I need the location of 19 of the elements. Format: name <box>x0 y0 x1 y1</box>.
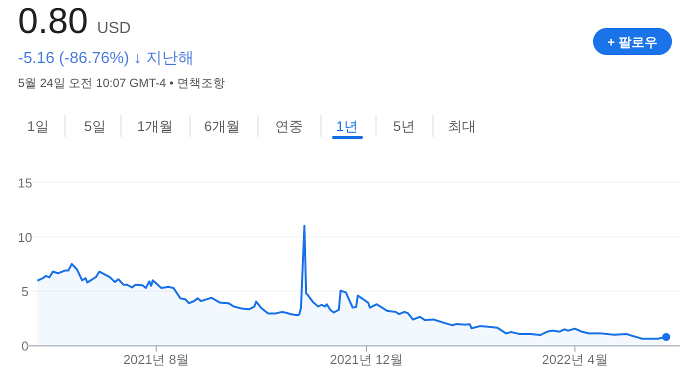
text: 1년 <box>336 118 358 134</box>
chart-title: 0.80 <box>18 0 88 41</box>
text: 5년 <box>393 118 415 134</box>
text: 5월 24일 오전 10:07 GMT-4 • 면책조항 <box>18 76 225 90</box>
text: + 팔로우 <box>607 34 658 50</box>
text: 연중 <box>275 118 303 134</box>
x-tick-label: 2021년 12월 <box>330 352 403 367</box>
text: 1개월 <box>137 118 173 134</box>
y-tick-label: 15 <box>18 175 32 190</box>
y-tick-label: 5 <box>21 284 29 300</box>
text: 1일 <box>27 118 49 134</box>
text: 최대 <box>448 118 476 134</box>
text: -5.16 (-86.76%) ↓ 지난해 <box>18 50 194 67</box>
text: 6개월 <box>204 118 240 134</box>
text: USD <box>97 20 131 37</box>
x-tick-label: 2022년 4월 <box>542 352 608 367</box>
text: 5일 <box>84 118 106 134</box>
x-tick-label: 2021년 8월 <box>123 352 190 367</box>
y-tick-label: 10 <box>18 230 32 245</box>
